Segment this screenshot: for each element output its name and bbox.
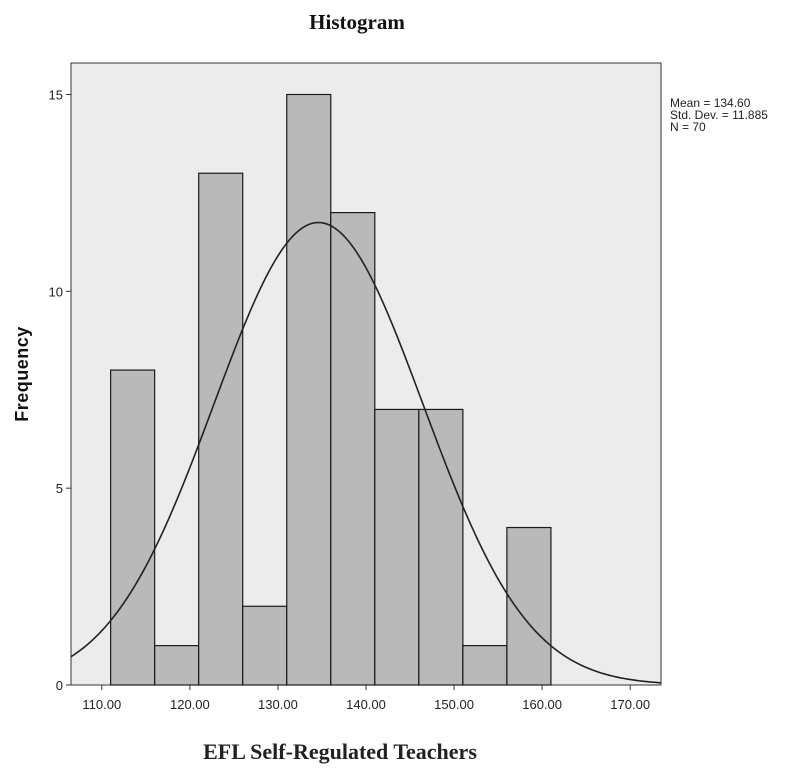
- y-tick-label: 0: [56, 678, 63, 693]
- stats-line: Mean = 134.60: [670, 96, 751, 110]
- y-tick-label: 10: [49, 284, 63, 299]
- y-tick-label: 5: [56, 481, 63, 496]
- histogram-bar-1: [154, 645, 200, 686]
- x-tick-label: 160.00: [522, 697, 562, 712]
- stats-line: Std. Dev. = 11.885: [670, 108, 768, 122]
- x-axis-label: EFL Self-Regulated Teachers: [203, 739, 477, 764]
- x-tick-label: 110.00: [82, 697, 121, 712]
- histogram-bar-2: [198, 172, 244, 686]
- histogram-bar-9: [506, 526, 552, 686]
- histogram-bar-4: [286, 93, 332, 686]
- chart-title: Histogram: [309, 10, 405, 34]
- histogram-bar-7: [418, 408, 464, 686]
- x-tick-label: 120.00: [170, 697, 210, 712]
- x-tick-label: 150.00: [434, 697, 474, 712]
- histogram-bar-0: [110, 369, 156, 686]
- x-tick-label: 140.00: [346, 697, 386, 712]
- histogram-bar-8: [462, 645, 508, 686]
- x-axis: 110.00 120.00 130.00 140.00 150.00 160.00 170.…: [82, 685, 650, 712]
- y-axis-label: Frequency: [12, 326, 32, 422]
- y-tick-label: 15: [49, 87, 63, 102]
- normal-curve: [70, 221, 662, 684]
- x-tick-label: 170.00: [610, 697, 650, 712]
- y-axis: 0 5 10 15: [49, 87, 71, 693]
- x-tick-label: 130.00: [258, 697, 298, 712]
- bars-group: [110, 93, 552, 686]
- histogram-bar-3: [242, 605, 288, 686]
- histogram-bar-5: [330, 211, 376, 686]
- histogram-bar-6: [374, 408, 420, 686]
- stats-line: N = 70: [670, 120, 706, 134]
